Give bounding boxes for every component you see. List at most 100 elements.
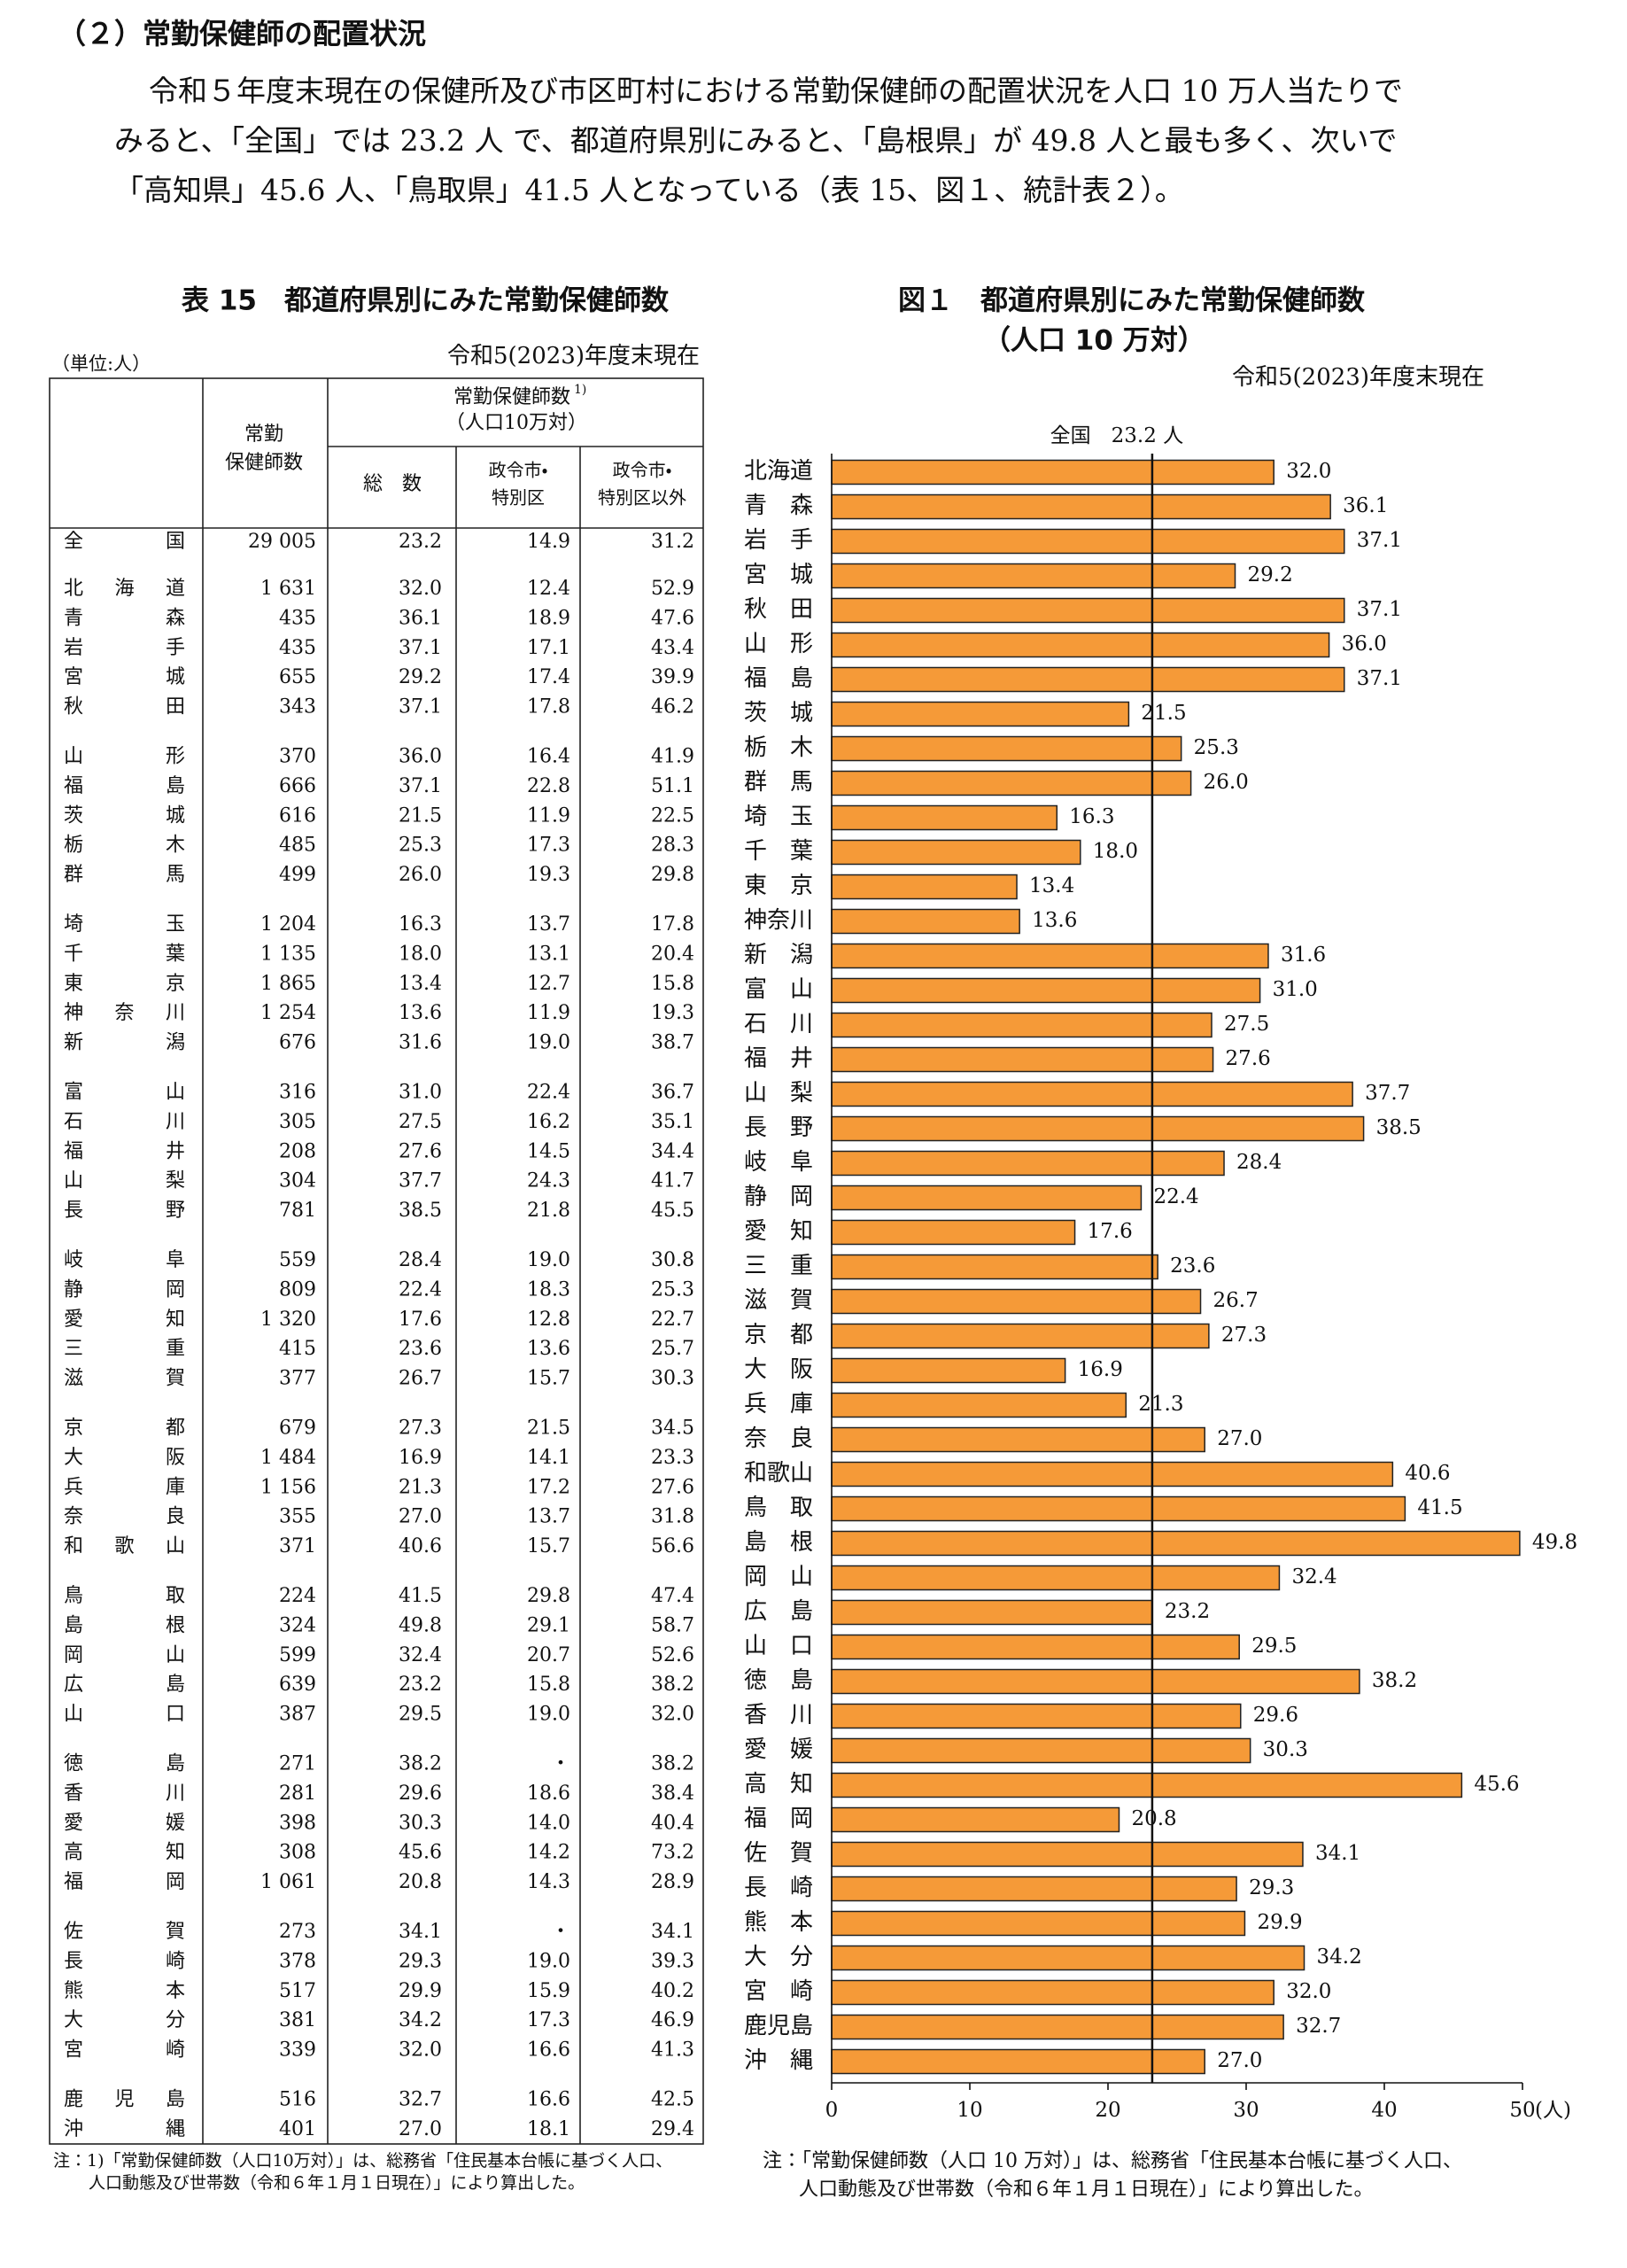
- cell: 355: [279, 1506, 316, 1528]
- value-label: 17.6: [1088, 1220, 1133, 1243]
- row-name: 愛知: [64, 1309, 185, 1331]
- row-name: 福岡: [64, 1871, 185, 1893]
- value-label: 21.5: [1141, 702, 1186, 725]
- value-label: 31.0: [1273, 978, 1318, 1001]
- cell: 22.5: [651, 804, 694, 827]
- category-label: 秋田: [744, 596, 813, 623]
- bar: [831, 459, 1274, 485]
- bar: [831, 874, 1018, 900]
- cell: 666: [279, 775, 316, 797]
- category-label: 島根: [744, 1529, 813, 1556]
- section-title: （２）常勤保健師の配置状況: [58, 17, 426, 50]
- bar: [831, 1703, 1242, 1729]
- cell: 22.8: [527, 775, 570, 797]
- cell: 559: [279, 1249, 316, 1271]
- bar: [831, 1254, 1158, 1280]
- bar: [831, 1357, 1066, 1384]
- cell: 46.2: [651, 696, 694, 718]
- value-label: 34.2: [1317, 1946, 1362, 1969]
- cell: 15.9: [527, 1980, 570, 2002]
- cell: 17.3: [527, 835, 570, 857]
- category-label: 福井: [744, 1045, 813, 1072]
- cell: 14.2: [527, 1842, 570, 1864]
- cell: 16.3: [399, 913, 442, 936]
- row-name: 群馬: [64, 864, 185, 886]
- cell: 20.4: [651, 943, 694, 965]
- cell: 11.9: [527, 804, 570, 827]
- row-name: 香川: [64, 1783, 185, 1805]
- cell: 435: [279, 607, 316, 629]
- cell: 12.8: [527, 1309, 570, 1331]
- cell: 29.9: [399, 1980, 442, 2002]
- cell: 23.2: [399, 1674, 442, 1696]
- category-label: 岐阜: [744, 1149, 813, 1176]
- bar: [831, 1115, 1365, 1142]
- category-label: 広島: [744, 1598, 813, 1625]
- cell: 41.3: [651, 2039, 694, 2062]
- bar: [831, 1910, 1246, 1937]
- cell: 17.8: [527, 696, 570, 718]
- cell: 273: [279, 1921, 316, 1943]
- cell: 52.6: [651, 1644, 694, 1666]
- cell: 371: [279, 1535, 316, 1557]
- cell: 27.3: [399, 1418, 442, 1440]
- value-label: 32.0: [1286, 1980, 1331, 2003]
- category-label: 鳥取: [744, 1495, 813, 1521]
- cell: 19.0: [527, 1950, 570, 1972]
- category-label: 長野: [744, 1115, 813, 1141]
- cell: 40.2: [651, 1980, 694, 2002]
- cell: 24.3: [527, 1170, 570, 1192]
- category-label: 山形: [744, 631, 813, 657]
- value-label: 26.0: [1204, 771, 1249, 794]
- bar: [831, 1012, 1213, 1038]
- x-tick-label: 10: [957, 2099, 982, 2122]
- cell: 42.5: [651, 2089, 694, 2111]
- cell: 398: [279, 1812, 316, 1834]
- cell: 27.6: [399, 1140, 442, 1162]
- cell: 18.3: [527, 1278, 570, 1301]
- cell: 27.5: [399, 1111, 442, 1133]
- cell: 41.7: [651, 1170, 694, 1192]
- value-label: 41.5: [1417, 1496, 1462, 1519]
- cell: 45.5: [651, 1200, 694, 1222]
- cell: 43.4: [651, 637, 694, 659]
- value-label: 34.1: [1315, 1842, 1360, 1865]
- cell: 281: [279, 1783, 316, 1805]
- cell: 38.7: [651, 1032, 694, 1054]
- cell: 13.4: [399, 973, 442, 995]
- cell: ・: [551, 1753, 570, 1775]
- cell: 19.3: [651, 1002, 694, 1024]
- table-unit: （単位:人）: [51, 353, 151, 375]
- cell: 639: [279, 1674, 316, 1696]
- x-axis-label: (人): [1535, 2099, 1571, 2122]
- cell: 16.6: [527, 2089, 570, 2111]
- cell: 39.9: [651, 666, 694, 688]
- cell: 435: [279, 637, 316, 659]
- cell: 27.0: [399, 2118, 442, 2140]
- chart-note: 注：「常勤保健師数（人口 10 万対）」は、総務省「住民基本台帳に基づく人口、: [763, 2150, 1462, 2172]
- row-name: 佐賀: [64, 1921, 185, 1943]
- cell: 25.7: [651, 1338, 694, 1360]
- category-label: 石川: [744, 1011, 813, 1037]
- category-label: 群馬: [744, 769, 813, 796]
- cell: 31.2: [651, 531, 694, 553]
- category-label: 徳島: [744, 1667, 813, 1694]
- value-label: 27.5: [1224, 1013, 1269, 1036]
- row-name: 鹿児島: [64, 2089, 185, 2111]
- cell: 52.9: [651, 578, 694, 600]
- cell: 28.4: [399, 1249, 442, 1271]
- row-name: 広島: [64, 1674, 185, 1696]
- category-label: 大分: [744, 1944, 813, 1970]
- header-cell: 政令市・: [489, 460, 548, 481]
- header-cell: 常勤: [244, 423, 283, 446]
- category-label: 埼玉: [744, 804, 813, 830]
- value-label: 30.3: [1263, 1738, 1308, 1761]
- cell: 13.7: [527, 1506, 570, 1528]
- cell: 35.1: [651, 1111, 694, 1133]
- bar: [831, 632, 1330, 658]
- cell: 31.8: [651, 1506, 694, 1528]
- value-label: 32.0: [1286, 460, 1331, 483]
- row-name: 鳥取: [64, 1585, 185, 1607]
- cell: 18.6: [527, 1783, 570, 1805]
- cell: 31.0: [399, 1082, 442, 1104]
